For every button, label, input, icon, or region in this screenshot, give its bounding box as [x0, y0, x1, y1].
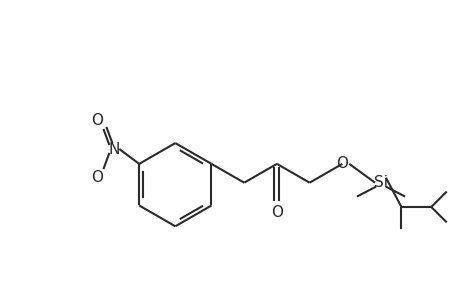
Text: O: O [91, 170, 103, 185]
Text: N: N [108, 142, 120, 157]
Text: O: O [336, 156, 347, 171]
Text: Si: Si [373, 175, 387, 190]
Text: O: O [91, 112, 103, 128]
Text: O: O [270, 205, 282, 220]
